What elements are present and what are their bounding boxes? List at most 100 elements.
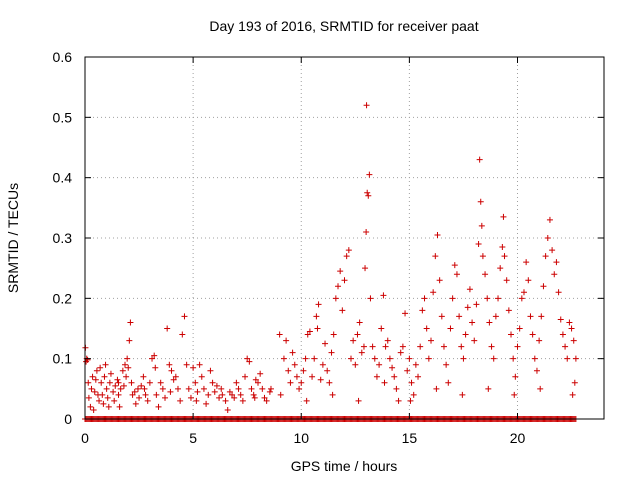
data-point [402, 310, 409, 317]
data-point [497, 265, 504, 272]
data-point [417, 343, 424, 350]
data-point [224, 406, 231, 413]
data-point [360, 343, 367, 350]
data-point [211, 388, 218, 395]
data-point [167, 388, 174, 395]
data-point [381, 379, 388, 386]
data-point [124, 355, 131, 362]
data-point [456, 313, 463, 320]
data-point [104, 394, 111, 401]
data-point [358, 349, 365, 356]
data-point [434, 231, 441, 238]
data-point [345, 247, 352, 254]
data-point [213, 382, 220, 389]
data-point [119, 367, 126, 374]
data-point [459, 391, 466, 398]
y-tick-label: 0.3 [53, 230, 73, 246]
data-point [395, 397, 402, 404]
data-point [283, 337, 290, 344]
data-point [438, 313, 445, 320]
data-point [88, 385, 95, 392]
data-point [324, 367, 331, 374]
data-point [352, 361, 359, 368]
data-point [451, 262, 458, 269]
y-tick-label: 0.4 [53, 170, 73, 186]
data-point [329, 391, 336, 398]
data-point [397, 349, 404, 356]
data-point [570, 337, 577, 344]
data-point [185, 385, 192, 392]
data-point [503, 277, 510, 284]
data-point [458, 343, 465, 350]
grid-layer [85, 57, 604, 419]
data-point [125, 364, 132, 371]
data-point [85, 394, 92, 401]
data-point [218, 385, 225, 392]
data-point [549, 247, 556, 254]
data-point [412, 361, 419, 368]
x-tick-label: 20 [510, 430, 526, 446]
data-point [343, 253, 350, 260]
data-point [259, 385, 266, 392]
data-point [192, 379, 199, 386]
data-point [423, 325, 430, 332]
data-point [425, 355, 432, 362]
data-point [111, 397, 118, 404]
data-point [311, 355, 318, 362]
data-point [337, 268, 344, 275]
data-point [330, 331, 337, 338]
data-point [319, 361, 326, 368]
data-point [157, 379, 164, 386]
data-point [516, 325, 523, 332]
data-point [500, 213, 507, 220]
y-tick-label: 0.5 [53, 109, 73, 125]
axis-ticks: 0 0.1 0.2 0.3 0.4 0.5 0.6 0 5 10 15 20 [53, 49, 604, 446]
data-point [287, 379, 294, 386]
chart-title: Day 193 of 2016, SRMTID for receiver paa… [209, 18, 478, 34]
data-point [306, 328, 313, 335]
data-point [179, 331, 186, 338]
data-point [419, 307, 426, 314]
data-point [376, 361, 383, 368]
data-point [159, 385, 166, 392]
data-point [322, 340, 329, 347]
data-point [237, 391, 244, 398]
data-point [546, 216, 553, 223]
data-point [527, 313, 534, 320]
data-point [486, 319, 493, 326]
data-point [386, 355, 393, 362]
data-point [520, 289, 527, 296]
data-point [371, 355, 378, 362]
data-point [464, 304, 471, 311]
data-point [289, 349, 296, 356]
data-point [536, 337, 543, 344]
data-point [512, 373, 519, 380]
data-point [300, 367, 307, 374]
data-point [134, 385, 141, 392]
data-point [533, 367, 540, 374]
data-point [551, 271, 558, 278]
data-point [229, 391, 236, 398]
data-point [514, 343, 521, 350]
x-tick-label: 10 [293, 430, 309, 446]
data-point [363, 228, 370, 235]
data-point [261, 394, 268, 401]
data-point [364, 189, 371, 196]
data-point [436, 277, 443, 284]
data-point [553, 259, 560, 266]
data-point [263, 397, 270, 404]
data-point [155, 403, 162, 410]
data-point [304, 331, 311, 338]
y-tick-label: 0.1 [53, 351, 73, 367]
data-point [518, 295, 525, 302]
data-point [430, 289, 437, 296]
data-point [193, 397, 200, 404]
data-point [93, 367, 100, 374]
x-tick-label: 5 [189, 430, 197, 446]
data-point [162, 394, 169, 401]
data-point [505, 307, 512, 314]
data-point [488, 343, 495, 350]
data-point [196, 361, 203, 368]
data-point [291, 361, 298, 368]
data-point [462, 331, 469, 338]
